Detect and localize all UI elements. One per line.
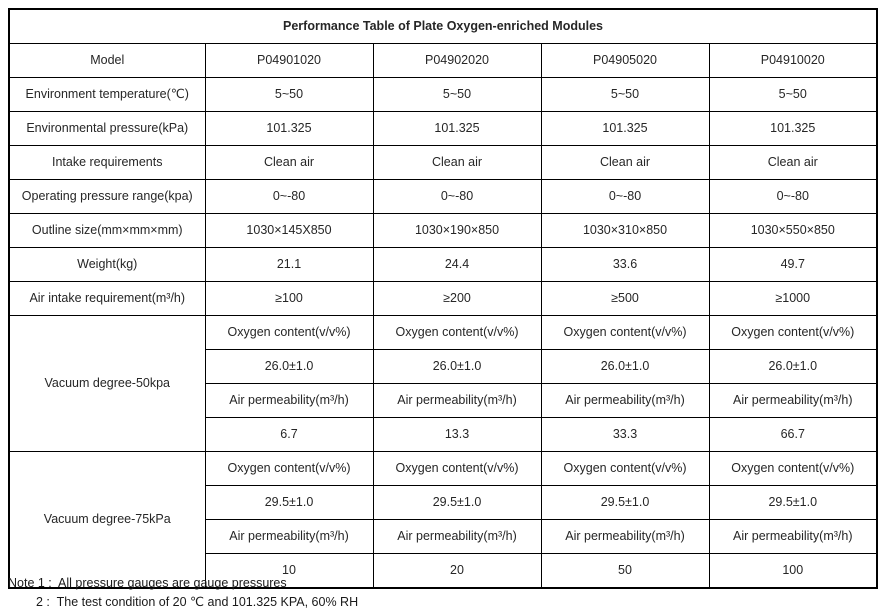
vacuum-value-cell: Air permeability(m³/h) — [540, 383, 710, 418]
vacuum-value-cell: 66.7 — [708, 417, 878, 452]
vacuum-group-label-cell: Vacuum degree-75kPa — [8, 451, 206, 589]
spec-row-operating-pressure-range: Operating pressure range(kpa) 0~-80 0~-8… — [8, 179, 878, 214]
vacuum-value-cell: Oxygen content(v/v%) — [540, 315, 710, 350]
spec-value-cell: 1030×310×850 — [540, 213, 710, 248]
vacuum-value-cell: Air permeability(m³/h) — [708, 519, 878, 554]
vacuum-value-cell: 26.0±1.0 — [372, 349, 542, 384]
vacuum-value-cell: 29.5±1.0 — [204, 485, 374, 520]
spec-row-air-intake-requirement: Air intake requirement(m³/h) ≥100 ≥200 ≥… — [8, 281, 878, 316]
spec-label-cell: Air intake requirement(m³/h) — [8, 281, 206, 316]
spec-label-cell: Environmental pressure(kPa) — [8, 111, 206, 146]
title-row: Performance Table of Plate Oxygen-enrich… — [8, 8, 878, 44]
spec-value-cell: 1030×190×850 — [372, 213, 542, 248]
spec-value-cell: 0~-80 — [540, 179, 710, 214]
vacuum-50-row-oxygen-value: 26.0±1.0 26.0±1.0 26.0±1.0 26.0±1.0 — [9, 349, 878, 384]
vacuum-value-cell: 100 — [708, 553, 878, 589]
spec-value-cell: ≥100 — [204, 281, 374, 316]
vacuum-group-label-cell: Vacuum degree-50kpa — [8, 315, 206, 452]
vacuum-value-cell: Oxygen content(v/v%) — [540, 451, 710, 486]
spec-label-cell: Environment temperature(℃) — [8, 77, 206, 112]
vacuum-value-cell: Air permeability(m³/h) — [540, 519, 710, 554]
vacuum-75-row-oxygen-value: 29.5±1.0 29.5±1.0 29.5±1.0 29.5±1.0 — [9, 485, 878, 520]
vacuum-75-row-permeability-label: Air permeability(m³/h) Air permeability(… — [9, 519, 878, 554]
vacuum-75-row-permeability-value: 10 20 50 100 — [9, 553, 878, 589]
model-value-cell: P04902020 — [372, 43, 542, 78]
vacuum-value-cell: 29.5±1.0 — [372, 485, 542, 520]
vacuum-value-cell: 33.3 — [540, 417, 710, 452]
vacuum-value-cell: Air permeability(m³/h) — [372, 383, 542, 418]
spec-value-cell: 5~50 — [204, 77, 374, 112]
model-label-cell: Model — [8, 43, 206, 78]
spec-row-weight: Weight(kg) 21.1 24.4 33.6 49.7 — [8, 247, 878, 282]
spec-value-cell: 101.325 — [540, 111, 710, 146]
spec-value-cell: ≥1000 — [708, 281, 878, 316]
vacuum-50-row-permeability-label: Air permeability(m³/h) Air permeability(… — [9, 383, 878, 418]
vacuum-value-cell: 29.5±1.0 — [708, 485, 878, 520]
vacuum-value-cell: Air permeability(m³/h) — [708, 383, 878, 418]
spec-value-cell: Clean air — [540, 145, 710, 180]
table-title: Performance Table of Plate Oxygen-enrich… — [8, 8, 878, 44]
model-value-cell: P04901020 — [204, 43, 374, 78]
vacuum-50-row-permeability-value: 6.7 13.3 33.3 66.7 — [9, 417, 878, 452]
model-value-cell: P04905020 — [540, 43, 710, 78]
vacuum-75-row-oxygen-label: Vacuum degree-75kPa Oxygen content(v/v%)… — [8, 451, 878, 589]
vacuum-value-cell: Oxygen content(v/v%) — [204, 315, 374, 350]
spec-value-cell: 1030×550×850 — [708, 213, 878, 248]
vacuum-value-cell: Oxygen content(v/v%) — [204, 451, 374, 486]
model-row: Model P04901020 P04902020 P04905020 P049… — [8, 43, 878, 78]
spec-label-cell: Weight(kg) — [8, 247, 206, 282]
spec-row-environment-temperature: Environment temperature(℃) 5~50 5~50 5~5… — [8, 77, 878, 112]
vacuum-value-cell: 26.0±1.0 — [540, 349, 710, 384]
spec-value-cell: Clean air — [204, 145, 374, 180]
spec-row-environmental-pressure: Environmental pressure(kPa) 101.325 101.… — [8, 111, 878, 146]
vacuum-value-cell: Air permeability(m³/h) — [372, 519, 542, 554]
spec-value-cell: 0~-80 — [372, 179, 542, 214]
vacuum-value-cell: 13.3 — [372, 417, 542, 452]
vacuum-value-cell: Oxygen content(v/v%) — [372, 451, 542, 486]
vacuum-value-cell: Oxygen content(v/v%) — [372, 315, 542, 350]
vacuum-value-cell: Oxygen content(v/v%) — [708, 451, 878, 486]
spec-value-cell: Clean air — [708, 145, 878, 180]
spec-row-outline-size: Outline size(mm×mm×mm) 1030×145X850 1030… — [8, 213, 878, 248]
spec-value-cell: ≥200 — [372, 281, 542, 316]
spec-value-cell: 5~50 — [708, 77, 878, 112]
spec-value-cell: 101.325 — [708, 111, 878, 146]
vacuum-value-cell: Oxygen content(v/v%) — [708, 315, 878, 350]
spec-value-cell: 0~-80 — [708, 179, 878, 214]
spec-label-cell: Outline size(mm×mm×mm) — [8, 213, 206, 248]
spec-value-cell: 0~-80 — [204, 179, 374, 214]
spec-row-intake-requirements: Intake requirements Clean air Clean air … — [8, 145, 878, 180]
vacuum-value-cell: 10 — [204, 553, 374, 589]
model-value-cell: P04910020 — [708, 43, 878, 78]
spec-value-cell: 1030×145X850 — [204, 213, 374, 248]
vacuum-value-cell: 26.0±1.0 — [708, 349, 878, 384]
vacuum-value-cell: Air permeability(m³/h) — [204, 519, 374, 554]
spec-label-cell: Operating pressure range(kpa) — [8, 179, 206, 214]
spec-value-cell: 49.7 — [708, 247, 878, 282]
vacuum-value-cell: 29.5±1.0 — [540, 485, 710, 520]
spec-value-cell: 101.325 — [372, 111, 542, 146]
performance-table: Performance Table of Plate Oxygen-enrich… — [8, 8, 878, 589]
spec-value-cell: ≥500 — [540, 281, 710, 316]
vacuum-value-cell: 6.7 — [204, 417, 374, 452]
spec-value-cell: 33.6 — [540, 247, 710, 282]
note-line-1: Note 1 : All pressure gauges are gauge p… — [8, 576, 287, 590]
vacuum-50-row-oxygen-label: Vacuum degree-50kpa Oxygen content(v/v%)… — [8, 315, 878, 452]
note-line-2: 2 : The test condition of 20 ℃ and 101.3… — [36, 595, 359, 609]
spec-value-cell: 101.325 — [204, 111, 374, 146]
spec-value-cell: Clean air — [372, 145, 542, 180]
spec-value-cell: 21.1 — [204, 247, 374, 282]
vacuum-value-cell: 20 — [372, 553, 542, 589]
vacuum-value-cell: 26.0±1.0 — [204, 349, 374, 384]
spec-value-cell: 5~50 — [540, 77, 710, 112]
spec-label-cell: Intake requirements — [8, 145, 206, 180]
spec-value-cell: 5~50 — [372, 77, 542, 112]
notes: Note 1 : All pressure gauges are gauge p… — [8, 574, 878, 612]
vacuum-value-cell: Air permeability(m³/h) — [204, 383, 374, 418]
spec-value-cell: 24.4 — [372, 247, 542, 282]
